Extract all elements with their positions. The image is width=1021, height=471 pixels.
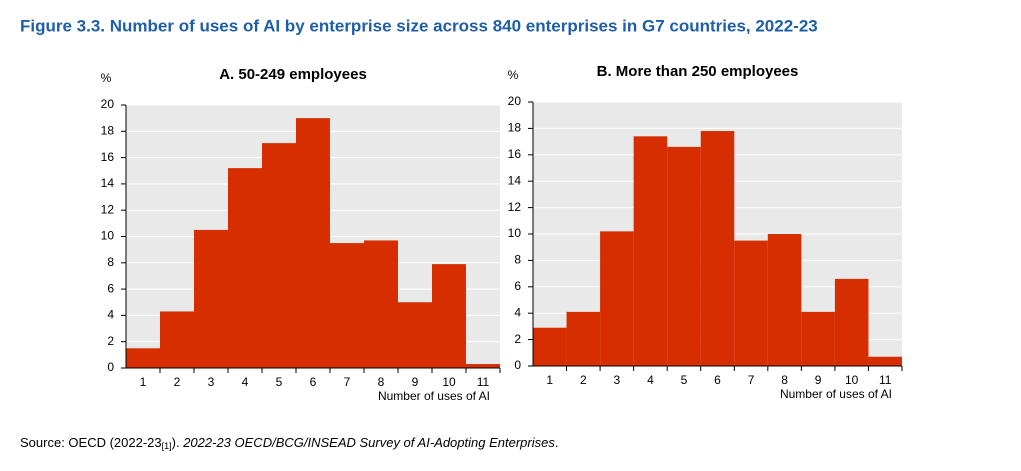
x-tick-label: 5 [276, 375, 283, 389]
y-tick-label: 6 [107, 281, 114, 295]
y-tick-label: 4 [107, 308, 114, 322]
y-tick-label: 2 [107, 334, 114, 348]
y-tick-label: 16 [508, 147, 522, 161]
y-tick-label: 18 [508, 121, 522, 135]
source-end: . [555, 435, 559, 450]
bar [667, 146, 701, 366]
x-tick-label: 10 [845, 373, 859, 387]
y-tick-label: 12 [508, 200, 522, 214]
y-tick-label: 8 [514, 253, 521, 267]
x-axis-label: Number of uses of AI [780, 387, 892, 401]
x-tick-label: 4 [242, 375, 249, 389]
x-tick-label: 5 [681, 373, 688, 387]
bar [330, 243, 364, 368]
x-tick-label: 7 [344, 375, 351, 389]
bar [160, 311, 194, 368]
x-tick-label: 11 [879, 373, 892, 387]
x-tick-label: 9 [412, 375, 419, 389]
bar [533, 327, 567, 366]
bar [364, 240, 398, 368]
bar [466, 364, 500, 368]
x-tick-label: 2 [580, 373, 587, 387]
bar [700, 131, 735, 366]
x-tick-label: 4 [647, 373, 654, 387]
x-tick-label: 9 [815, 373, 822, 387]
bar [296, 118, 330, 369]
x-tick-label: 1 [546, 373, 553, 387]
y-tick-label: 2 [514, 332, 521, 346]
bar [566, 311, 601, 366]
x-tick-label: 11 [477, 375, 490, 389]
x-tick-label: 8 [781, 373, 788, 387]
x-axis-label: Number of uses of AI [378, 389, 490, 403]
source: Source: OECD (2022-23[1]). 2022-23 OECD/… [20, 435, 558, 451]
bar [398, 302, 432, 368]
figure-title: Figure 3.3. Number of uses of AI by ente… [20, 16, 818, 35]
y-axis-label: % [101, 71, 112, 85]
source-title: 2022-23 OECD/BCG/INSEAD Survey of AI-Ado… [182, 435, 555, 450]
bar [432, 264, 466, 368]
y-tick-label: 12 [101, 202, 115, 216]
x-tick-label: 2 [174, 375, 181, 389]
x-tick-label: 3 [614, 373, 621, 387]
x-tick-label: 1 [140, 375, 147, 389]
y-tick-label: 20 [101, 97, 115, 111]
y-tick-label: 0 [107, 360, 114, 374]
x-tick-label: 6 [714, 373, 721, 387]
y-tick-label: 8 [107, 255, 114, 269]
x-tick-label: 8 [378, 375, 385, 389]
y-tick-label: 14 [101, 176, 115, 190]
bar [633, 136, 668, 366]
bar [767, 234, 802, 366]
bar [126, 348, 160, 368]
bar [228, 168, 262, 368]
source-ref: [1] [162, 441, 172, 451]
y-tick-label: 0 [514, 358, 521, 372]
y-tick-label: 14 [508, 173, 522, 187]
bar [262, 143, 296, 368]
y-tick-label: 10 [101, 229, 115, 243]
bar [801, 311, 835, 366]
x-tick-label: 3 [208, 375, 215, 389]
bar [734, 240, 768, 366]
x-tick-label: 6 [310, 375, 317, 389]
y-tick-label: 18 [101, 123, 115, 137]
bar [834, 278, 869, 366]
bar [600, 231, 634, 366]
panel-title: A. 50-249 employees [219, 66, 367, 83]
x-tick-label: 10 [442, 375, 456, 389]
y-tick-label: 20 [508, 94, 522, 108]
source-mid: ). [172, 435, 184, 450]
panel-title: B. More than 250 employees [597, 63, 799, 80]
source-prefix: Source: OECD (2022-23 [20, 435, 162, 450]
y-tick-label: 6 [514, 279, 521, 293]
y-tick-label: 16 [101, 150, 115, 164]
bar [194, 229, 228, 368]
y-tick-label: 4 [514, 305, 521, 319]
y-tick-label: 10 [508, 226, 522, 240]
x-tick-label: 7 [748, 373, 755, 387]
y-axis-label: % [508, 68, 519, 82]
bar [868, 356, 902, 366]
